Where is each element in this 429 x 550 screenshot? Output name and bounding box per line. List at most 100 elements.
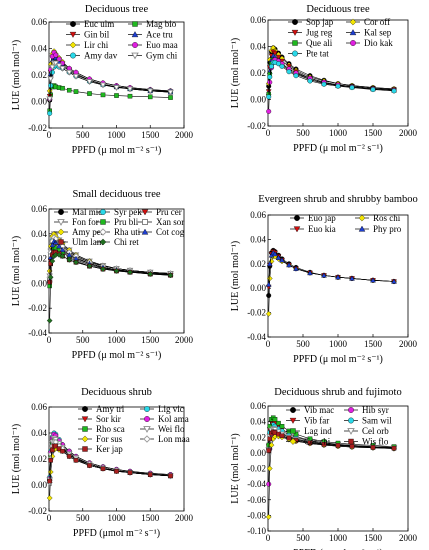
data-point [46, 96, 53, 103]
x-tick-label: 500 [76, 130, 90, 140]
data-point [349, 443, 355, 449]
series-3 [265, 49, 397, 95]
series-11 [46, 252, 174, 324]
data-point [272, 251, 278, 257]
legend-label: Cot cog [156, 227, 185, 237]
legend-label: Lon maa [158, 434, 190, 444]
data-point [307, 440, 313, 445]
legend-label: Kal sep [364, 28, 392, 38]
chart-title: Small deciduous tree [72, 189, 160, 200]
data-point [279, 424, 285, 429]
y-tick-label: 0.02 [250, 68, 266, 78]
legend-marker [100, 219, 106, 225]
legend-label: Syr pek [114, 207, 142, 217]
legend-label: Dio kak [364, 38, 393, 48]
legend: Vib mac Hib syr Vib far Sam wil Lag ind Cel o… [286, 405, 392, 447]
x-axis-label: PPFD (μ mol m⁻² s⁻¹) [293, 143, 383, 154]
legend-label: Wei flo [158, 424, 185, 434]
x-tick-label: 500 [296, 128, 310, 138]
legend-marker [81, 435, 89, 443]
x-tick-label: 1000 [329, 339, 348, 349]
data-point [293, 73, 299, 79]
legend-label: For sus [96, 434, 123, 444]
data-point [66, 87, 72, 93]
data-point [87, 91, 92, 96]
chart-title: Deciduous shrub [81, 387, 152, 398]
data-point [286, 435, 292, 441]
data-point [59, 65, 66, 72]
data-point [307, 270, 313, 276]
x-tick-label: 0 [47, 335, 52, 345]
x-tick-label: 1500 [141, 335, 160, 345]
y-tick-label: 0.04 [31, 44, 47, 54]
data-point [73, 458, 79, 463]
y-tick-label: 0.06 [250, 210, 266, 220]
legend-label: Amy dav [84, 51, 118, 61]
data-point [113, 268, 120, 274]
data-point [335, 443, 341, 448]
legend-label: Que ali [306, 38, 333, 48]
y-tick-label: 0.06 [250, 15, 266, 25]
data-point [113, 85, 120, 92]
y-tick-label: 0.00 [250, 95, 266, 105]
legend-label: Vib far [304, 416, 329, 426]
y-tick-label: 0.00 [250, 448, 266, 458]
y-tick-label: 0.04 [250, 234, 266, 244]
data-point [266, 481, 272, 487]
legend-marker [57, 228, 65, 236]
data-point [267, 74, 273, 80]
legend: Euo jap Ros chi Euo kia Phy pro [290, 213, 402, 234]
data-point [86, 79, 93, 86]
data-point [126, 86, 134, 93]
y-tick-label: 0.06 [31, 17, 47, 27]
data-point [276, 61, 281, 67]
data-point [127, 93, 133, 99]
data-point [279, 433, 285, 438]
x-tick-label: 500 [296, 533, 310, 543]
y-tick-label: 0.02 [31, 70, 47, 80]
y-tick-label: 0.00 [31, 278, 47, 288]
legend-marker [82, 426, 88, 432]
data-point [56, 446, 62, 451]
x-tick-label: 0 [47, 130, 52, 140]
legend-marker [100, 209, 106, 215]
data-point [49, 258, 56, 264]
data-point [265, 281, 272, 287]
legend-marker [347, 428, 355, 435]
data-point [53, 443, 59, 449]
data-point [275, 254, 282, 260]
chart-title: Evergreen shrub and shrubby bamboo [258, 194, 418, 205]
y-tick-label: 0.02 [250, 432, 266, 442]
series-4 [46, 53, 174, 100]
y-tick-label: 0.00 [31, 480, 47, 490]
legend-marker [58, 209, 64, 215]
legend-label: Ros chi [373, 213, 401, 223]
legend-label: Pru bli [114, 217, 139, 227]
series-1 [266, 247, 397, 299]
data-point [66, 256, 73, 263]
legend-label: Cor off [364, 17, 390, 27]
legend-label: Euc ulm [84, 19, 114, 29]
data-point [391, 278, 397, 284]
legend-marker [349, 18, 357, 26]
data-point [321, 442, 327, 447]
legend-label: Ace tru [146, 30, 173, 40]
legend-marker [132, 42, 138, 48]
x-tick-label: 0 [266, 128, 271, 138]
legend-marker [141, 228, 149, 235]
legend-label: Ker jap [96, 444, 123, 454]
y-tick-label: 0.02 [250, 259, 266, 269]
x-tick-label: 500 [76, 513, 90, 523]
legend-marker [144, 416, 150, 422]
legend-marker [292, 40, 298, 46]
legend-label: Euo jap [308, 213, 336, 223]
data-point [47, 279, 52, 285]
x-axis-label: PPFD (μ mol m⁻² s⁻¹) [72, 350, 162, 361]
series-6 [47, 237, 174, 283]
x-axis-label: PPFD (μ mol m⁻² s⁻¹) [293, 354, 383, 365]
x-tick-label: 1500 [141, 130, 160, 140]
x-tick-label: 500 [76, 335, 90, 345]
legend-marker [143, 435, 151, 443]
y-axis-label: LUE (mol mol⁻¹) [230, 241, 241, 312]
legend-marker [82, 406, 88, 412]
